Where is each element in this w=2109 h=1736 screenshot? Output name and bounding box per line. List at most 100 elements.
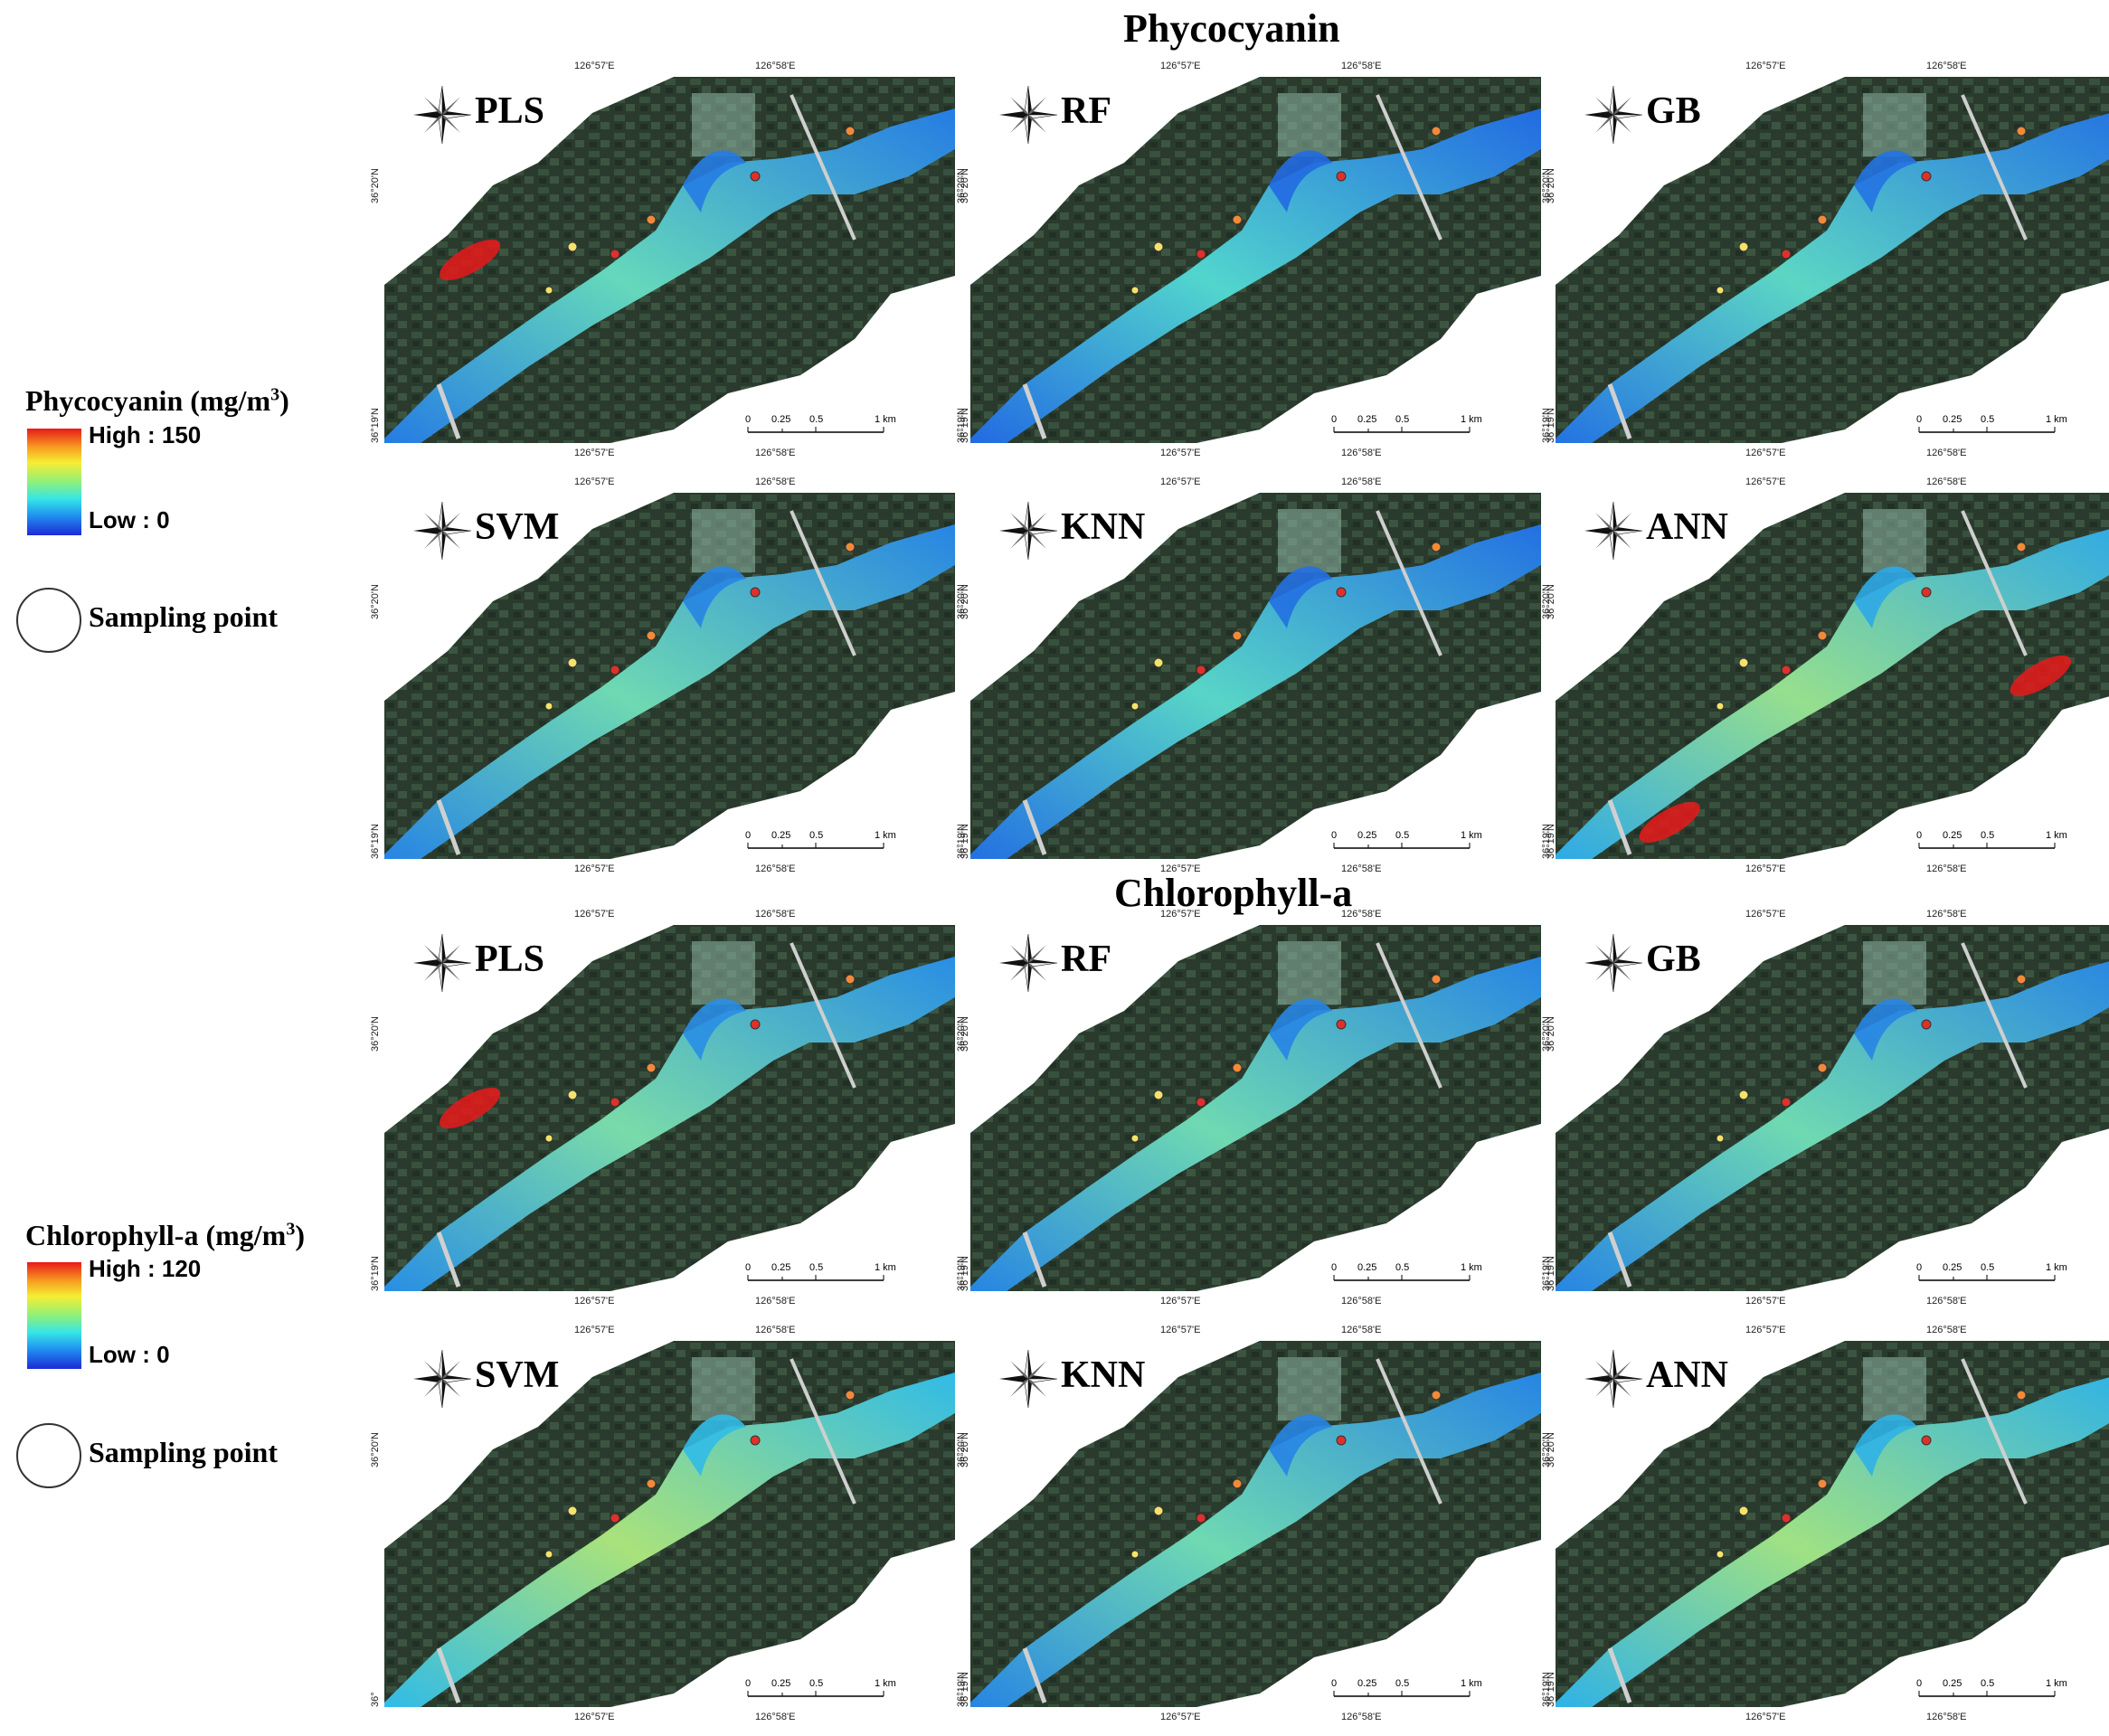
svg-text:N: N — [1611, 932, 1615, 933]
scale-bar: 0 0.25 0.5 1 km — [1915, 1678, 2067, 1700]
longitude-label: 126°58'E — [755, 909, 796, 920]
scale-bar: 0 0.25 0.5 1 km — [1330, 1678, 1482, 1700]
scale-label: 0.5 — [1395, 1262, 1410, 1273]
scale-label: 0.25 — [1943, 414, 1962, 425]
scale-label: 0 — [745, 414, 752, 425]
latitude-label: 36°20'N — [370, 1016, 381, 1052]
map-panel-chlorophyll-a-gb: N GB 0 0.25 0.5 1 km — [1556, 925, 2109, 1291]
scale-label: 0.25 — [1357, 830, 1377, 841]
scale-label: 0.5 — [1981, 1678, 1995, 1689]
map-panel-phycocyanin-svm: N SVM 0 0.25 0.5 1 km — [384, 493, 955, 859]
longitude-label: 126°58'E — [1926, 1296, 1967, 1307]
satellite-map — [1556, 493, 2109, 859]
latitude-label: 36°19'N — [1541, 1672, 1552, 1707]
longitude-label: 126°58'E — [1926, 61, 1967, 71]
scale-bar: 0 0.25 0.5 1 km — [744, 830, 896, 852]
scale-label: 1 km — [2046, 1262, 2067, 1273]
longitude-label: 126°57'E — [1160, 476, 1201, 487]
latitude-label: 36°19'N — [956, 824, 967, 859]
scale-label: 0.25 — [1357, 1262, 1377, 1273]
scale-label: 0.5 — [1395, 830, 1410, 841]
svg-text:N: N — [1611, 1348, 1615, 1349]
longitude-label: 126°57'E — [574, 476, 615, 487]
longitude-label: 126°57'E — [574, 448, 615, 458]
longitude-label: 126°58'E — [755, 1325, 796, 1335]
map-panel-phycocyanin-knn: N KNN 0 0.25 0.5 1 km — [970, 493, 1541, 859]
latitude-label: 36°20'N — [956, 584, 967, 619]
satellite-map — [384, 493, 955, 859]
north-arrow-icon: N — [1584, 500, 1643, 561]
north-arrow-icon: N — [999, 84, 1058, 145]
map-panel-phycocyanin-pls: N PLS 0 0.25 0.5 1 km — [384, 77, 955, 443]
model-label: KNN — [1061, 506, 1146, 548]
north-arrow-icon: N — [1584, 932, 1643, 993]
satellite-map — [384, 77, 955, 443]
longitude-label: 126°58'E — [1926, 448, 1967, 458]
satellite-map — [970, 925, 1541, 1291]
satellite-map — [1556, 1341, 2109, 1707]
longitude-label: 126°57'E — [1160, 863, 1201, 874]
scale-label: 0.25 — [1943, 1262, 1962, 1273]
scale-bar: 0 0.25 0.5 1 km — [744, 414, 896, 436]
longitude-label: 126°57'E — [574, 1296, 615, 1307]
model-label: KNN — [1061, 1354, 1146, 1396]
scale-label: 1 km — [2046, 414, 2067, 425]
latitude-label: 36°20'N — [370, 584, 381, 619]
scale-label: 1 km — [1461, 1262, 1482, 1273]
longitude-label: 126°58'E — [1926, 909, 1967, 920]
scale-label: 0 — [745, 1262, 752, 1273]
longitude-label: 126°57'E — [574, 1712, 615, 1722]
satellite-map — [970, 493, 1541, 859]
longitude-label: 126°57'E — [1160, 1325, 1201, 1335]
scale-label: 0.5 — [809, 830, 824, 841]
longitude-label: 126°58'E — [755, 863, 796, 874]
north-arrow-icon: N — [999, 932, 1058, 993]
north-arrow-icon: N — [413, 932, 472, 993]
longitude-label: 126°58'E — [1341, 448, 1382, 458]
longitude-label: 126°58'E — [1341, 1712, 1382, 1722]
latitude-label: 36°19'N — [956, 1256, 967, 1291]
longitude-label: 126°57'E — [1160, 448, 1201, 458]
scale-bar: 0 0.25 0.5 1 km — [744, 1262, 896, 1284]
color-ramp — [27, 1262, 81, 1369]
north-arrow-icon: N — [999, 500, 1058, 561]
scale-label: 0.5 — [1395, 1678, 1410, 1689]
svg-text:N: N — [440, 84, 444, 85]
north-arrow-icon: N — [413, 500, 472, 561]
map-panel-phycocyanin-gb: N GB 0 0.25 0.5 1 km — [1556, 77, 2109, 443]
longitude-label: 126°58'E — [1341, 863, 1382, 874]
svg-text:N: N — [1026, 932, 1030, 933]
scale-label: 0.25 — [771, 414, 791, 425]
scale-label: 0.25 — [1357, 414, 1377, 425]
model-label: GB — [1646, 90, 1701, 132]
model-label: PLS — [475, 90, 545, 132]
scale-label: 0 — [1916, 414, 1923, 425]
scale-label: 0 — [1331, 1678, 1338, 1689]
scale-label: 1 km — [2046, 830, 2067, 841]
scale-label: 0.5 — [1981, 1262, 1995, 1273]
satellite-map — [1556, 925, 2109, 1291]
longitude-label: 126°57'E — [1160, 1712, 1201, 1722]
legend-low: Low : 0 — [89, 1341, 170, 1368]
scale-label: 0 — [745, 1678, 752, 1689]
latitude-label: 36°19'N — [1541, 824, 1552, 859]
scale-bar: 0 0.25 0.5 1 km — [744, 1678, 896, 1700]
scale-label: 0 — [1331, 414, 1338, 425]
latitude-label: 36° — [370, 1692, 381, 1707]
scale-label: 0.25 — [1357, 1678, 1377, 1689]
latitude-label: 36°20'N — [1541, 1432, 1552, 1467]
satellite-map — [384, 1341, 955, 1707]
scale-label: 0.25 — [771, 830, 791, 841]
north-arrow-icon: N — [1584, 84, 1643, 145]
scale-label: 0 — [1331, 1262, 1338, 1273]
latitude-label: 36°20'N — [956, 1016, 967, 1052]
longitude-label: 126°57'E — [574, 61, 615, 71]
scale-label: 0.5 — [1981, 414, 1995, 425]
scale-label: 1 km — [2046, 1678, 2067, 1689]
map-panel-phycocyanin-rf: N RF 0 0.25 0.5 1 km — [970, 77, 1541, 443]
scale-label: 0 — [1916, 830, 1923, 841]
longitude-label: 126°57'E — [1160, 61, 1201, 71]
model-label: GB — [1646, 939, 1701, 980]
svg-text:N: N — [1026, 500, 1030, 501]
model-label: ANN — [1646, 506, 1728, 548]
